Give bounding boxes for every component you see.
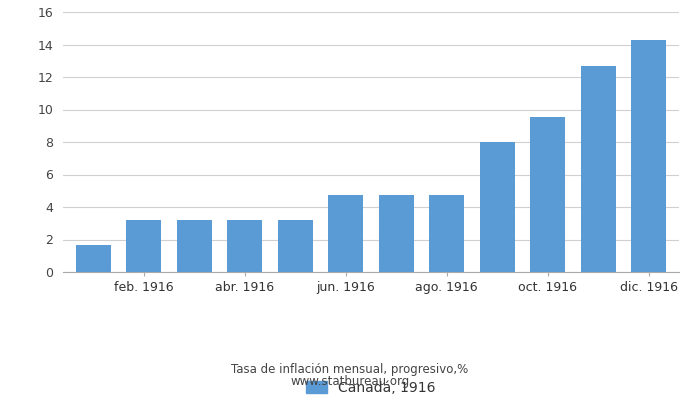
Bar (530, 117, 566, 272)
Bar (278, 220, 313, 272)
Bar (379, 195, 414, 272)
Legend: Canadá, 1916: Canadá, 1916 (301, 375, 441, 400)
Bar (126, 220, 162, 272)
Bar (429, 195, 464, 272)
Bar (631, 40, 666, 272)
Text: Tasa de inflación mensual, progresivo,%: Tasa de inflación mensual, progresivo,% (232, 364, 468, 376)
Bar (227, 220, 262, 272)
Bar (580, 66, 616, 272)
Bar (76, 245, 111, 272)
Bar (480, 142, 515, 272)
Text: www.statbureau.org: www.statbureau.org (290, 376, 410, 388)
Bar (328, 195, 363, 272)
Bar (176, 220, 212, 272)
